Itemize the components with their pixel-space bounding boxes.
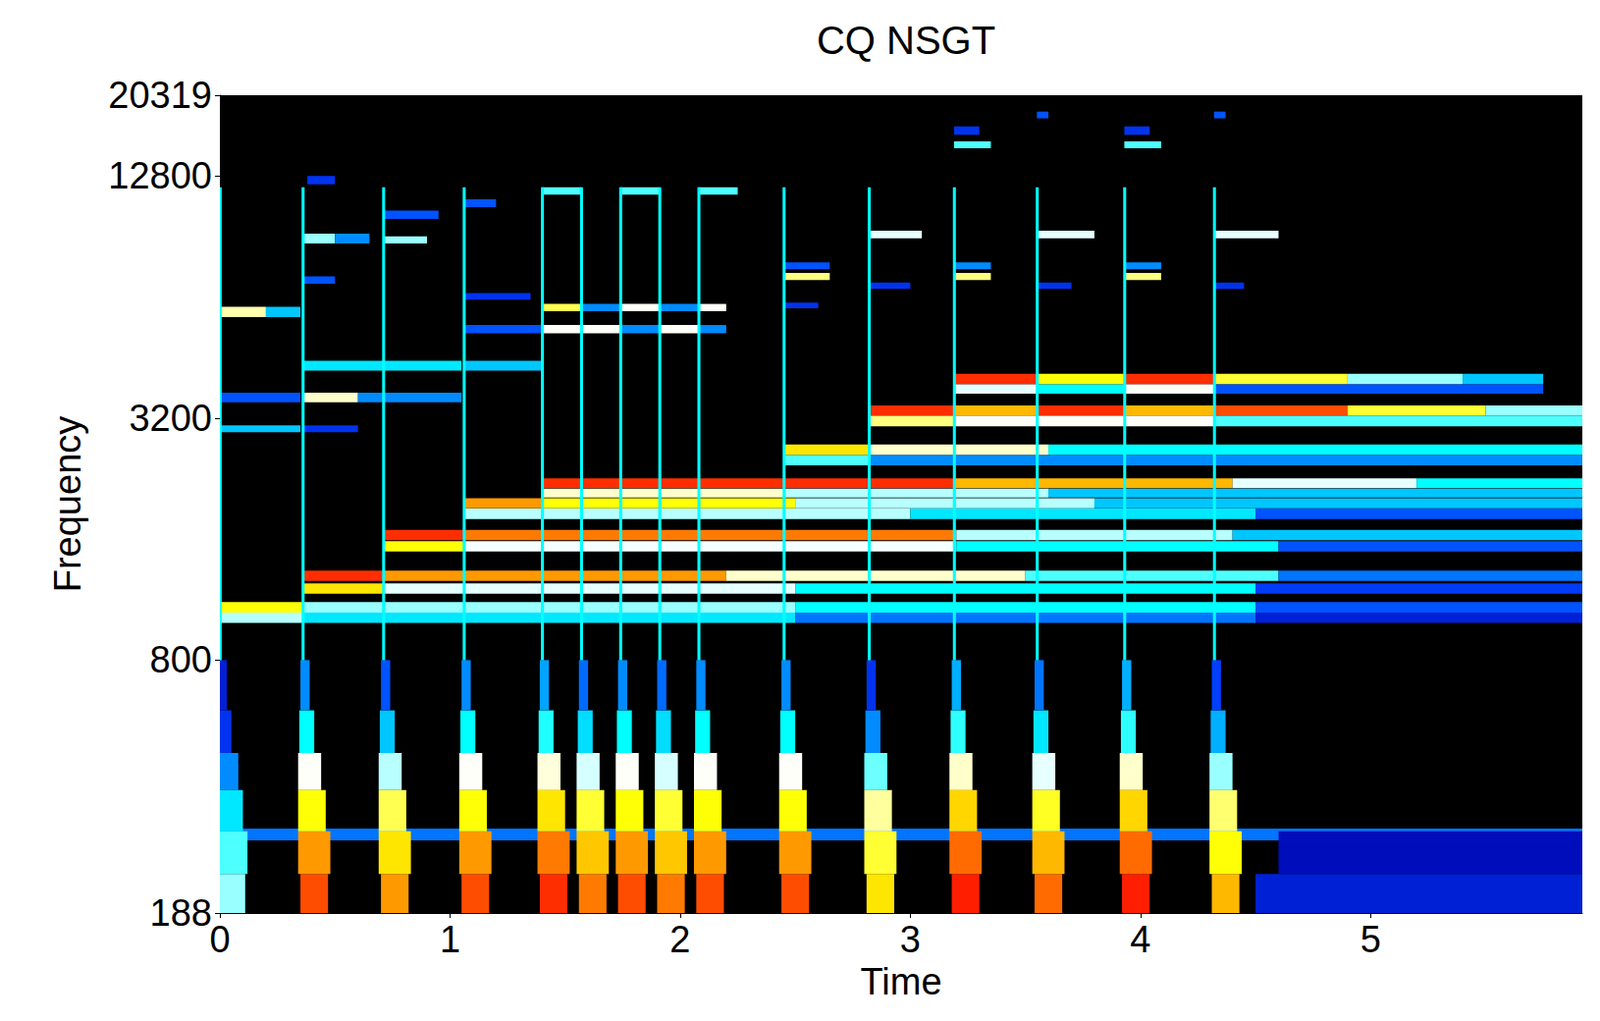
svg-text:Time: Time <box>859 960 942 1003</box>
svg-text:2: 2 <box>669 918 691 960</box>
svg-text:4: 4 <box>1129 918 1151 960</box>
svg-text:20319: 20319 <box>107 74 213 116</box>
svg-text:12800: 12800 <box>107 155 213 197</box>
svg-text:0: 0 <box>209 918 230 960</box>
svg-text:5: 5 <box>1360 918 1382 960</box>
svg-text:3: 3 <box>900 918 921 960</box>
svg-text:Frequency: Frequency <box>47 416 89 593</box>
svg-text:800: 800 <box>150 639 213 681</box>
svg-text:CQ NSGT: CQ NSGT <box>816 18 996 62</box>
svg-text:1: 1 <box>439 918 461 960</box>
svg-text:3200: 3200 <box>128 397 213 439</box>
svg-text:188: 188 <box>150 892 213 934</box>
